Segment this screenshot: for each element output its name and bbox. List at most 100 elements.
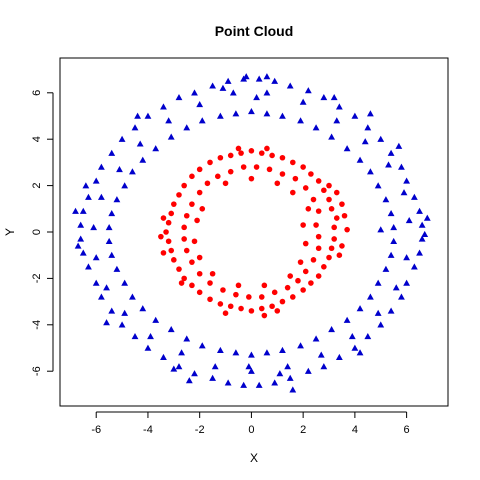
point-circle <box>271 289 278 296</box>
point-triangle <box>356 156 364 163</box>
point-circle <box>183 247 190 254</box>
point-triangle <box>108 149 116 156</box>
point-triangle <box>116 165 123 173</box>
point-triangle <box>279 346 286 354</box>
point-triangle <box>374 182 382 189</box>
point-triangle <box>167 326 175 333</box>
point-triangle <box>255 381 263 388</box>
point-triangle <box>382 196 390 203</box>
point-circle <box>274 180 281 187</box>
point-circle <box>227 303 234 310</box>
point-triangle <box>105 237 113 244</box>
point-circle <box>302 268 309 275</box>
point-circle <box>209 270 216 277</box>
point-triangle <box>297 342 304 349</box>
point-circle <box>204 180 211 187</box>
point-circle <box>339 243 345 249</box>
point-circle <box>189 259 195 265</box>
point-triangle <box>196 101 204 108</box>
point-triangle <box>131 124 139 131</box>
point-circle <box>261 312 268 319</box>
point-triangle <box>390 223 398 231</box>
point-circle <box>269 303 275 310</box>
point-triangle <box>90 223 98 231</box>
point-triangle <box>144 112 152 119</box>
point-triangle <box>361 138 369 145</box>
point-triangle <box>279 112 286 119</box>
point-circle <box>258 294 265 300</box>
point-triangle <box>312 124 320 131</box>
point-circle <box>240 164 247 170</box>
point-triangle <box>403 177 411 184</box>
point-triangle <box>320 94 328 101</box>
point-triangle <box>121 309 129 316</box>
point-circle <box>300 164 306 170</box>
point-triangle <box>335 353 343 360</box>
point-circle <box>248 308 255 314</box>
point-triangle <box>224 379 232 386</box>
point-circle <box>300 222 306 228</box>
point-circle <box>196 270 203 277</box>
point-circle <box>253 164 260 170</box>
point-triangle <box>209 82 217 89</box>
point-circle <box>160 215 167 221</box>
y-tick-label: -6 <box>31 366 43 376</box>
point-triangle <box>317 351 325 358</box>
x-axis-label: X <box>250 451 258 465</box>
point-triangle <box>97 293 105 300</box>
point-triangle <box>271 379 279 386</box>
point-triangle <box>160 353 167 360</box>
point-triangle <box>160 103 167 110</box>
point-triangle <box>147 333 154 340</box>
point-circle <box>196 254 203 261</box>
point-triangle <box>108 307 116 314</box>
point-circle <box>222 310 229 317</box>
point-circle <box>261 282 268 289</box>
point-triangle <box>108 251 116 258</box>
point-circle <box>246 294 252 300</box>
point-circle <box>220 287 226 293</box>
point-triangle <box>97 193 105 200</box>
point-triangle <box>245 363 253 370</box>
point-circle <box>315 208 322 214</box>
point-circle <box>196 289 203 296</box>
x-tick-label: -6 <box>91 424 101 436</box>
y-axis-label: Y <box>3 228 17 236</box>
point-triangle <box>400 189 408 196</box>
point-triangle <box>405 217 413 224</box>
point-triangle <box>374 279 382 286</box>
point-circle <box>233 291 239 298</box>
point-triangle <box>85 263 92 270</box>
point-triangle <box>286 82 294 89</box>
point-triangle <box>410 193 418 200</box>
point-circle <box>279 298 286 305</box>
point-circle <box>315 178 322 184</box>
point-triangle <box>387 149 395 156</box>
point-circle <box>297 259 304 265</box>
point-triangle <box>421 230 429 238</box>
point-triangle <box>77 235 85 242</box>
point-circle <box>196 166 203 173</box>
point-triangle <box>211 363 219 370</box>
point-circle <box>279 154 286 161</box>
point-triangle <box>165 117 173 124</box>
point-circle <box>199 206 206 212</box>
point-triangle <box>191 89 198 96</box>
point-circle <box>171 201 177 207</box>
point-triangle <box>242 73 250 80</box>
x-tick-label: 0 <box>248 424 254 436</box>
point-circle <box>158 233 164 240</box>
point-circle <box>295 277 301 284</box>
point-circle <box>207 296 213 303</box>
point-triangle <box>284 363 292 370</box>
point-triangle <box>113 265 121 272</box>
point-triangle <box>343 145 351 152</box>
point-circle <box>321 264 327 270</box>
y-tick-label: -2 <box>31 274 43 284</box>
point-triangle <box>377 135 385 142</box>
point-triangle <box>410 263 418 270</box>
point-circle <box>264 145 270 152</box>
point-triangle <box>118 135 126 142</box>
point-circle <box>321 187 327 194</box>
point-circle <box>189 173 195 180</box>
